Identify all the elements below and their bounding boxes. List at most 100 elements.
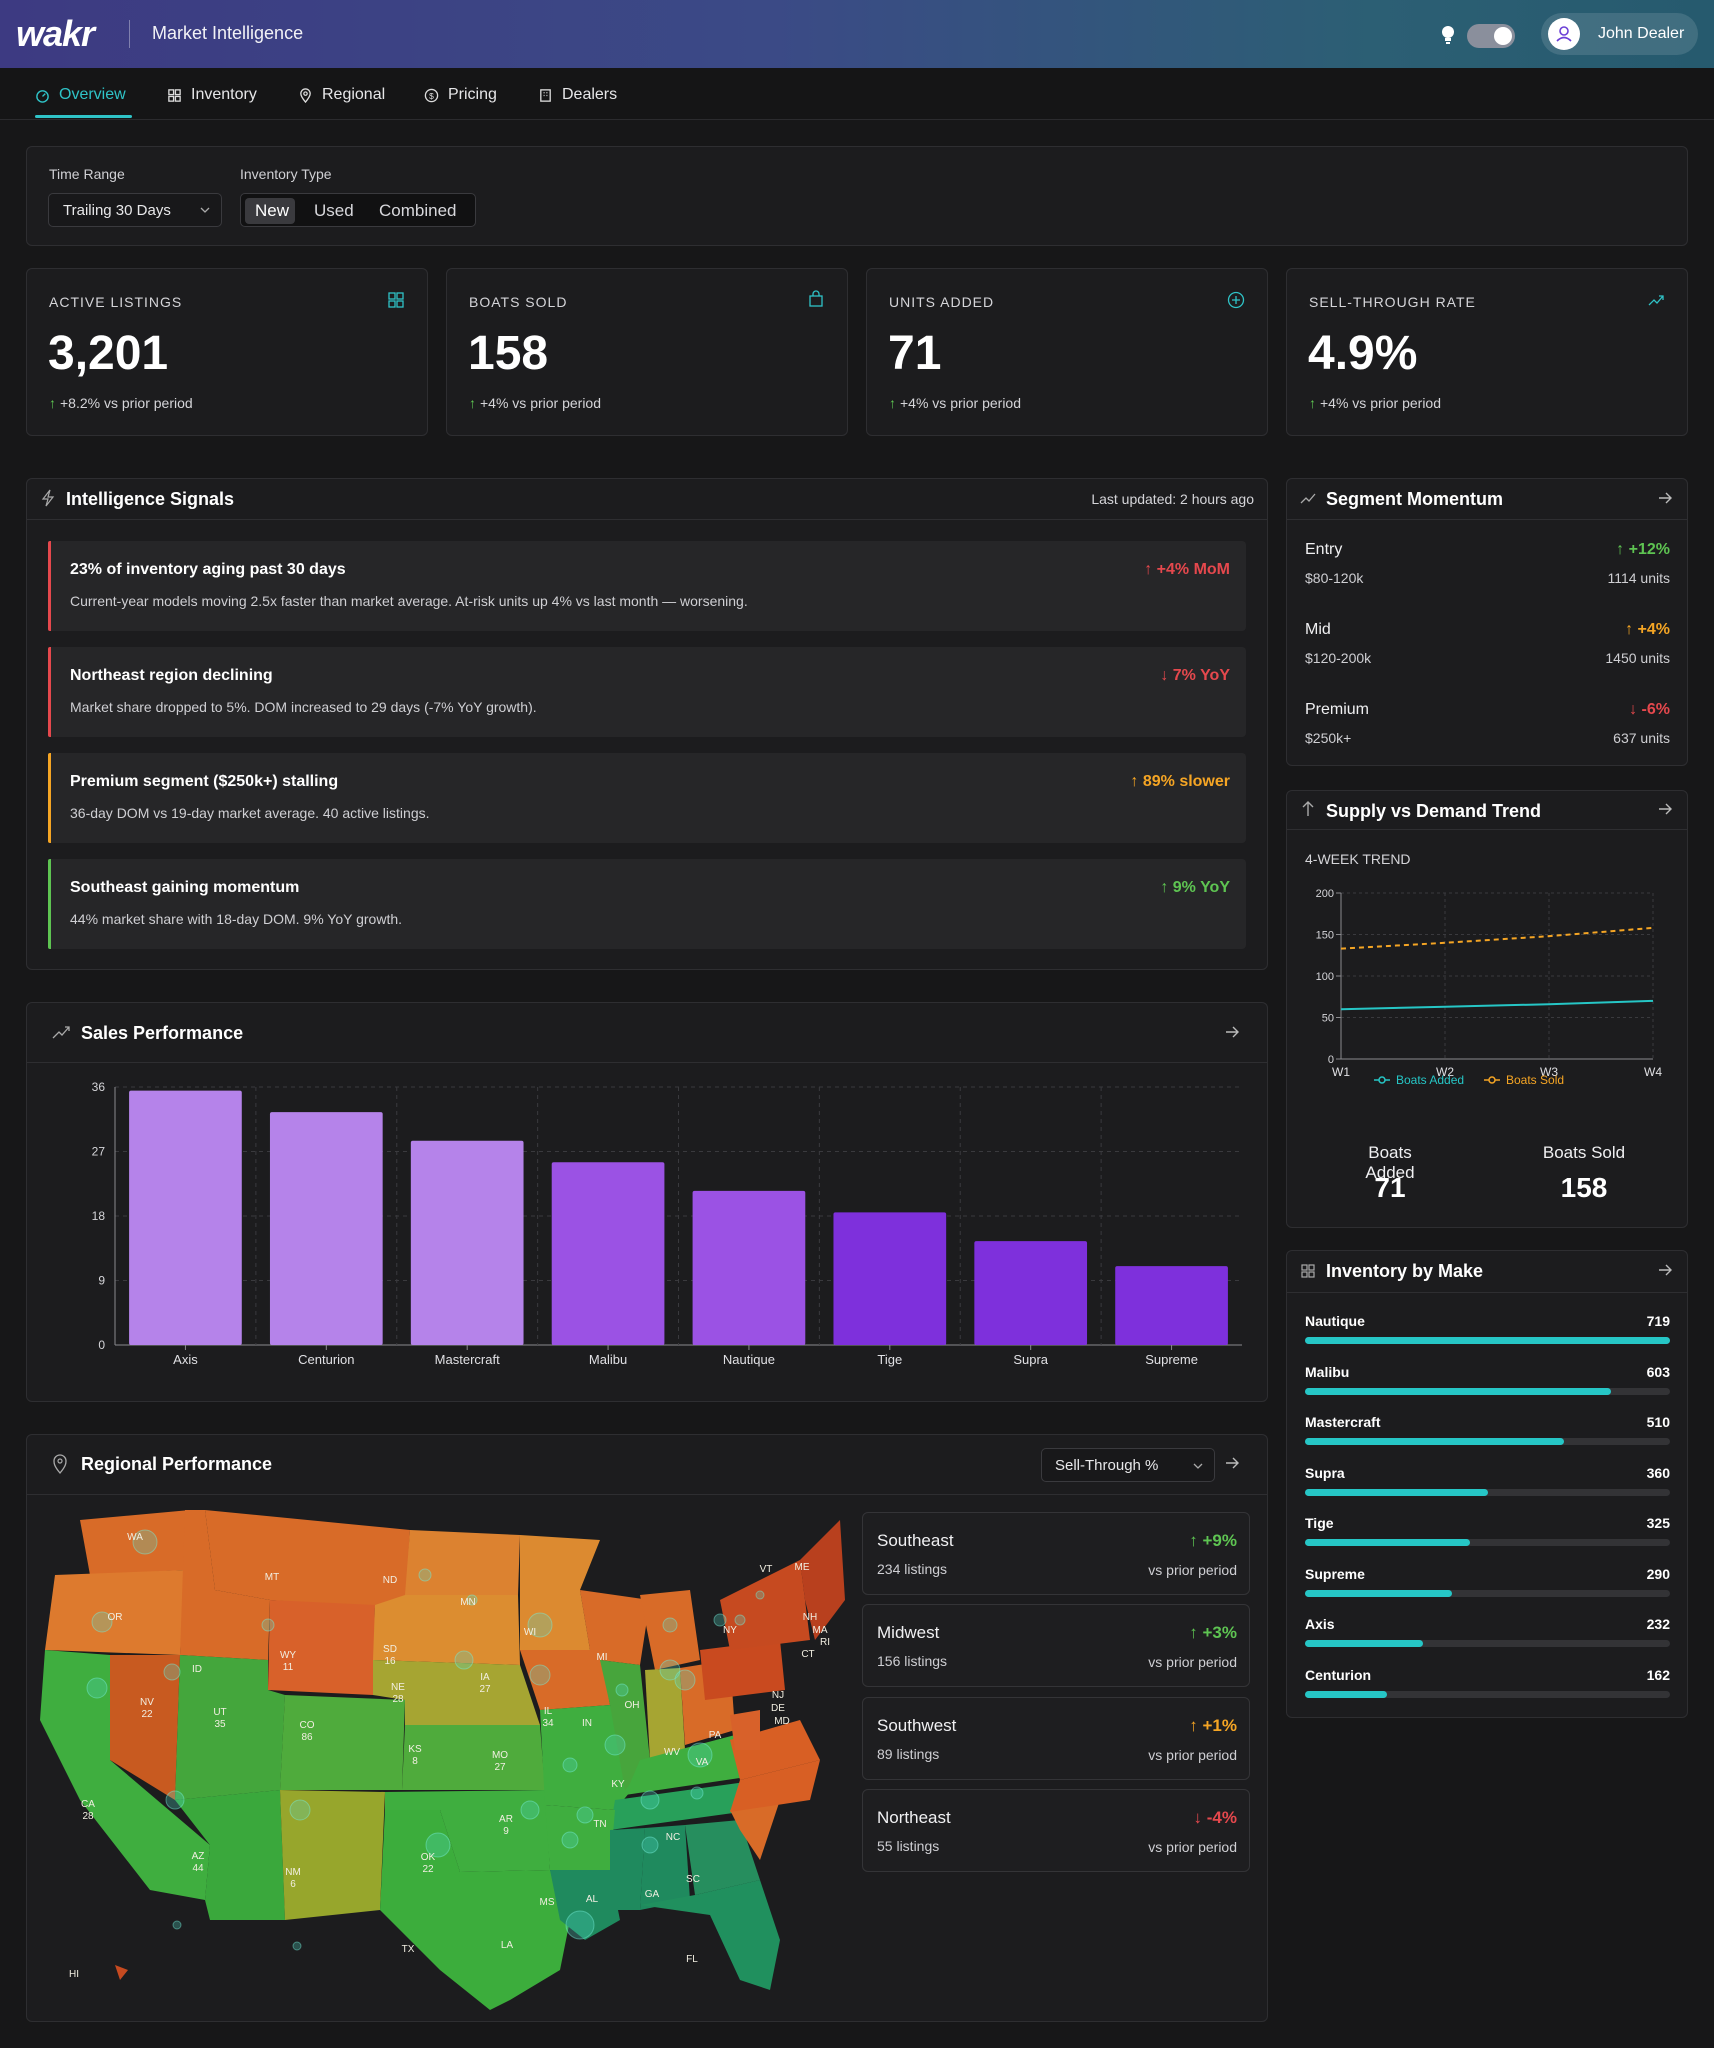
arrow-right-icon[interactable] xyxy=(1657,1262,1673,1278)
app-title: Market Intelligence xyxy=(152,23,304,43)
state-tx[interactable] xyxy=(380,1810,570,2010)
state-al[interactable] xyxy=(640,1825,690,1910)
sales-bar-chart: 0 9 18 27 36 Axis Centurion Mastercraft Malibu Na… xyxy=(92,1080,1242,1367)
region-card-northeast[interactable]: Northeast 55 listings ↓ -4% vs prior per… xyxy=(862,1789,1250,1872)
segment-combined[interactable]: Combined xyxy=(379,201,457,220)
state-label: PA xyxy=(709,1730,722,1741)
signal-item[interactable]: Southeast gaining momentum 44% market sh… xyxy=(48,859,1246,949)
building-icon xyxy=(540,88,551,102)
state-ky[interactable] xyxy=(625,1735,760,1795)
state-nd[interactable] xyxy=(405,1530,520,1595)
signal-item[interactable]: 23% of inventory aging past 30 days Curr… xyxy=(48,541,1246,631)
tab-label: Regional xyxy=(322,86,386,103)
time-range-select[interactable]: Trailing 30 Days xyxy=(48,193,222,227)
state-ks[interactable] xyxy=(402,1725,545,1790)
metric-select[interactable]: Sell-Through % xyxy=(1041,1448,1215,1482)
state-fl[interactable] xyxy=(640,1880,780,1990)
state-nv[interactable] xyxy=(110,1655,180,1800)
arrow-up-icon: ↑ xyxy=(49,395,56,411)
bar-nautique[interactable] xyxy=(692,1190,806,1345)
main-nav xyxy=(0,68,1714,120)
state-sd[interactable] xyxy=(373,1595,520,1665)
segment-new[interactable]: New xyxy=(255,201,290,220)
state-label: NV xyxy=(140,1697,154,1708)
signal-item[interactable]: Premium segment ($250k+) stalling 36-day… xyxy=(48,753,1246,843)
state-tn[interactable] xyxy=(610,1780,760,1830)
state-wa[interactable] xyxy=(80,1510,190,1575)
bar-mastercraft[interactable] xyxy=(410,1140,524,1345)
state-ne[interactable] xyxy=(373,1660,540,1725)
state-ga[interactable] xyxy=(685,1820,760,1895)
bar-supreme[interactable] xyxy=(1115,1266,1228,1345)
state-il[interactable] xyxy=(600,1660,650,1790)
region-card-southeast[interactable]: Southeast 234 listings ↑ +9% vs prior pe… xyxy=(862,1512,1250,1595)
region-change: ↓ -4% xyxy=(1194,1808,1237,1828)
bar-axis[interactable] xyxy=(129,1090,242,1345)
tab-overview[interactable]: Overview xyxy=(35,84,126,106)
state-ok[interactable] xyxy=(385,1790,550,1872)
state-label: VA xyxy=(696,1757,709,1768)
section-title: Inventory by Make xyxy=(1326,1261,1484,1281)
signal-item[interactable]: Northeast region declining Market share … xyxy=(48,647,1246,737)
state-ut[interactable] xyxy=(175,1655,285,1800)
arrow-right-icon[interactable] xyxy=(1657,490,1673,506)
state-new-england[interactable] xyxy=(800,1520,845,1640)
state-co[interactable] xyxy=(280,1695,405,1790)
arrow-up-icon: ↑ xyxy=(889,395,896,411)
state-ar[interactable] xyxy=(545,1805,615,1870)
bar-centurion[interactable] xyxy=(269,1112,383,1345)
kpi-value: 3,201 xyxy=(48,327,169,380)
state-nm[interactable] xyxy=(280,1790,385,1920)
state-hi[interactable] xyxy=(115,1965,128,1980)
state-wi[interactable] xyxy=(580,1590,650,1665)
state-pa[interactable] xyxy=(700,1640,785,1700)
make-bar-fill xyxy=(1305,1640,1423,1647)
state-id[interactable] xyxy=(180,1510,270,1660)
state-ms[interactable] xyxy=(610,1828,645,1910)
state-ca[interactable] xyxy=(40,1650,210,1900)
tab-regional[interactable]: Regional xyxy=(298,84,385,106)
state-ia[interactable] xyxy=(520,1650,610,1710)
state-la[interactable] xyxy=(550,1870,620,1940)
state-in[interactable] xyxy=(645,1668,685,1760)
arrow-right-icon[interactable] xyxy=(1224,1024,1240,1040)
lightbulb-icon[interactable] xyxy=(1440,24,1456,46)
wakr-logo[interactable]: wakr xyxy=(16,13,95,54)
kpi-value: 4.9% xyxy=(1308,327,1418,380)
bar-tige[interactable] xyxy=(833,1212,947,1345)
state-mi[interactable] xyxy=(640,1590,700,1670)
kpi-card-sell-through xyxy=(1286,268,1688,436)
segment-used[interactable]: Used xyxy=(314,201,354,220)
state-wv[interactable] xyxy=(730,1710,760,1750)
severity-bar xyxy=(48,753,51,843)
user-menu-button[interactable]: John Dealer xyxy=(1541,13,1698,55)
x-tick-label: W1 xyxy=(1332,1065,1350,1079)
kpi-card-boats-sold xyxy=(446,268,848,436)
state-label: 28 xyxy=(82,1811,94,1822)
make-name: Nautique xyxy=(1305,1313,1365,1329)
state-ny[interactable] xyxy=(720,1560,810,1650)
tab-pricing[interactable]: $ Pricing xyxy=(424,84,497,106)
state-or[interactable] xyxy=(45,1570,185,1655)
bar-supra[interactable] xyxy=(974,1241,1088,1345)
time-range-value: Trailing 30 Days xyxy=(63,202,171,219)
tab-inventory[interactable]: Inventory xyxy=(167,84,257,106)
state-mn[interactable] xyxy=(520,1535,600,1650)
make-bar-track xyxy=(1305,1690,1670,1698)
theme-toggle[interactable] xyxy=(1467,24,1515,48)
shopping-bag-icon xyxy=(809,290,823,307)
region-card-southwest[interactable]: Southwest 89 listings ↑ +1% vs prior per… xyxy=(862,1697,1250,1780)
kpi-value: 158 xyxy=(468,327,549,380)
tab-dealers[interactable]: Dealers xyxy=(538,84,617,106)
state-mt[interactable] xyxy=(205,1510,410,1610)
region-card-midwest[interactable]: Midwest 156 listings ↑ +3% vs prior peri… xyxy=(862,1604,1250,1687)
state-wy[interactable] xyxy=(268,1600,375,1695)
state-az[interactable] xyxy=(175,1790,285,1920)
arrow-right-icon[interactable] xyxy=(1224,1455,1240,1471)
state-nc[interactable] xyxy=(730,1760,820,1812)
state-sc[interactable] xyxy=(730,1800,780,1860)
kpi-delta-text: +4% vs prior period xyxy=(480,395,602,411)
bar-malibu[interactable] xyxy=(551,1162,665,1345)
arrow-right-icon[interactable] xyxy=(1657,801,1673,817)
